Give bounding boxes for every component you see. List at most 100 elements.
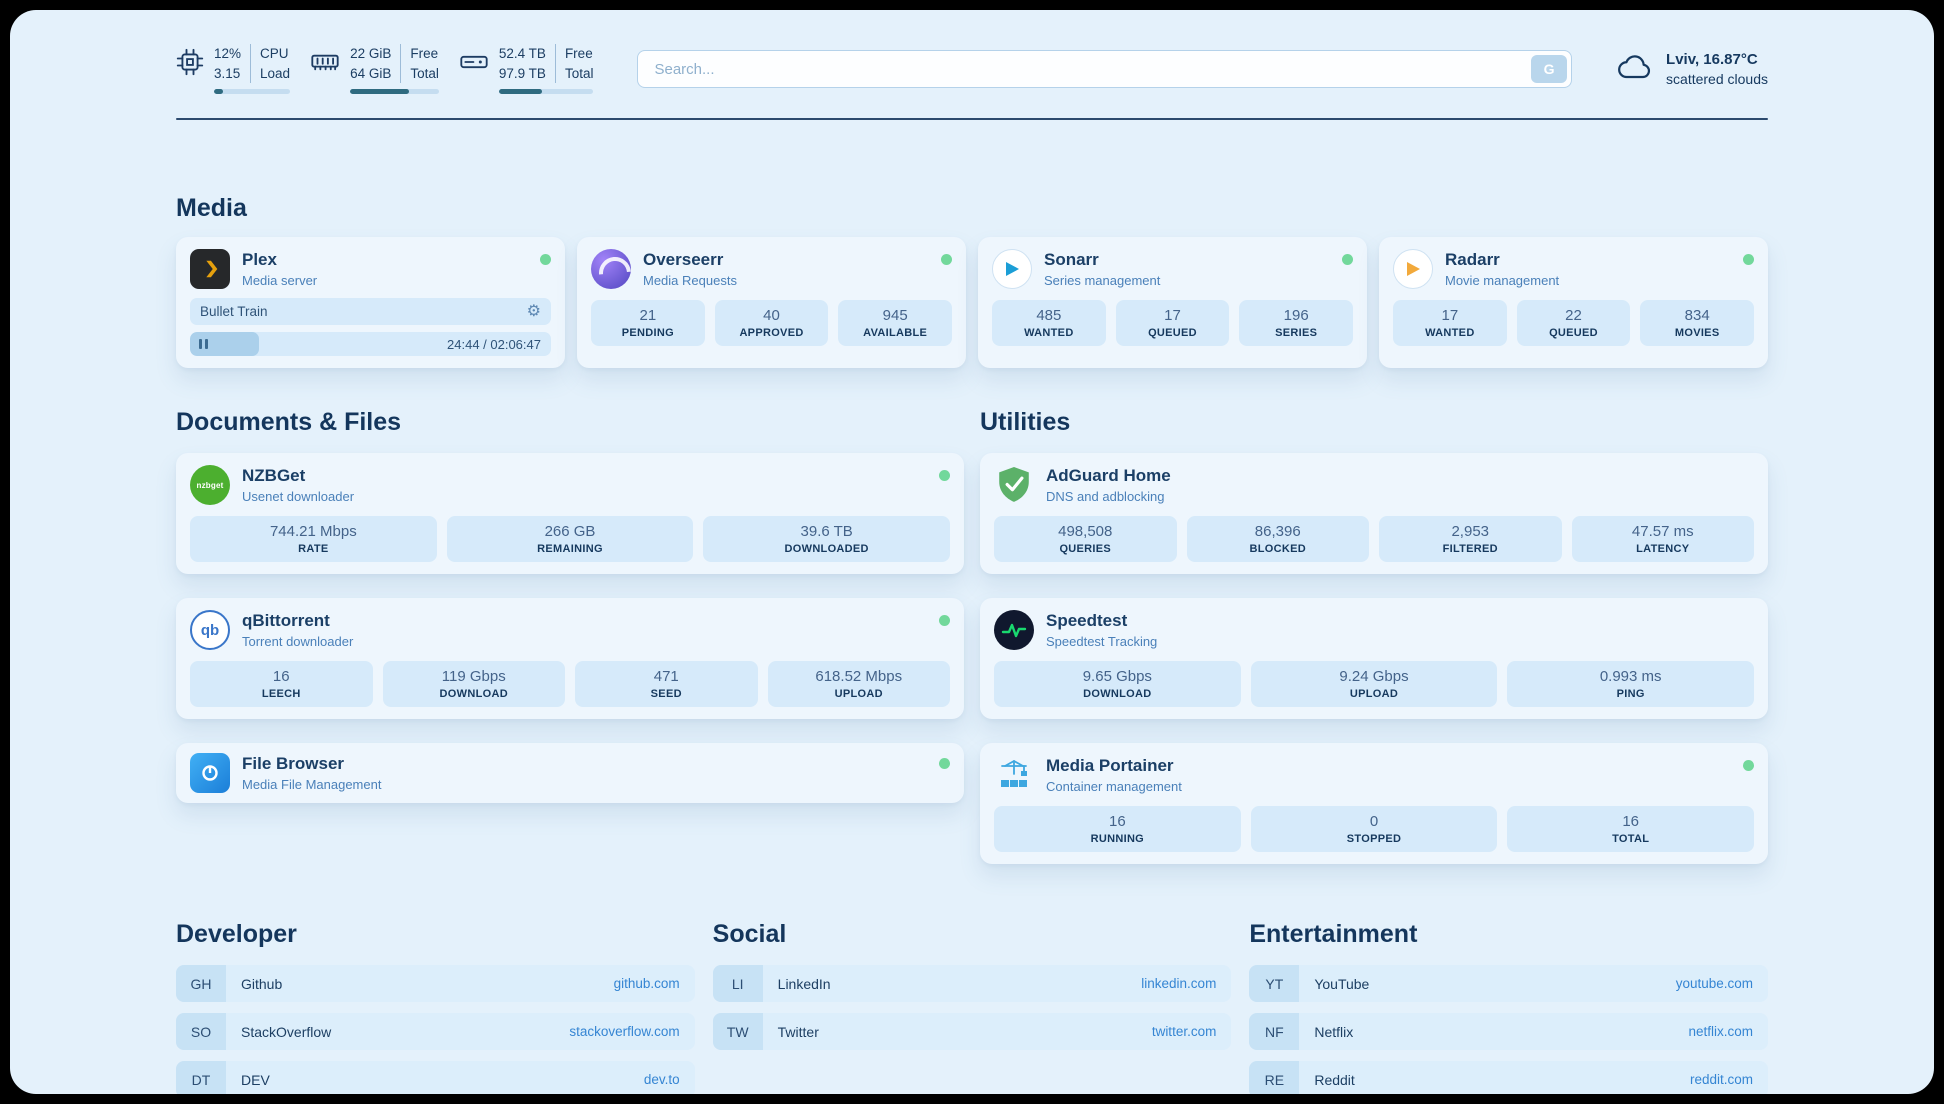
ram-free-label: Free (410, 46, 439, 61)
bookmark-name: LinkedIn (777, 975, 831, 992)
cloud-icon (1616, 52, 1654, 87)
cpu-stat-body: 12% 3.15 CPU Load (214, 44, 291, 95)
service-card-overseerr: Overseerr Media Requests 21 PENDING 40 A… (577, 237, 966, 369)
service-subtitle-radarr: Movie management (1445, 273, 1560, 289)
bookmark-github[interactable]: GH Github github.com (176, 965, 695, 1003)
pause-icon[interactable] (199, 339, 208, 350)
section-title-documents: Documents & Files (176, 408, 402, 437)
radarr-icon (1393, 249, 1433, 290)
stat-box: 16 TOTAL (1507, 806, 1755, 853)
memory-progressbar (350, 89, 439, 95)
disk-progress-fill (498, 89, 543, 95)
disk-stat: 52.4 TB 97.9 TB Free Total (459, 44, 594, 95)
gear-icon[interactable] (527, 304, 541, 320)
stat-box: 0 STOPPED (1250, 806, 1498, 853)
service-subtitle-overseerr: Media Requests (643, 273, 737, 289)
cpu-icon (176, 48, 204, 81)
sonarr-icon (992, 249, 1032, 290)
bookmark-url: linkedin.com (1141, 976, 1217, 992)
cpu-progress-fill (214, 89, 224, 95)
section-utilities: Utilities AdGuard Home DNS and adblockin… (980, 408, 1768, 865)
service-name-speedtest[interactable]: Speedtest (1046, 611, 1128, 631)
portainer-icon (994, 755, 1034, 795)
status-dot (540, 254, 551, 266)
cpu-load-label: Load (260, 65, 291, 81)
topbar-divider (176, 118, 1768, 121)
weather-location: Lviv, 16.87°C (1666, 51, 1758, 69)
bookmark-abbr: YT (1249, 965, 1300, 1003)
plex-icon (190, 249, 230, 290)
stat-box: 618.52 Mbps UPLOAD (767, 661, 950, 708)
stat-box: 47.57 ms LATENCY (1571, 516, 1754, 563)
disk-stat-body: 52.4 TB 97.9 TB Free Total (498, 44, 594, 95)
bookmark-stackoverflow[interactable]: SO StackOverflow stackoverflow.com (176, 1013, 695, 1051)
status-dot (1342, 254, 1353, 266)
section-media: Media Plex Media server Bullet Train (176, 194, 1768, 369)
search-input[interactable] (637, 50, 1573, 89)
qbittorrent-icon: qb (190, 610, 230, 651)
stat-box: 16 LEECH (190, 661, 373, 708)
service-name-adguard[interactable]: AdGuard Home (1046, 466, 1171, 486)
service-name-qbittorrent[interactable]: qBittorrent (242, 611, 330, 631)
bookmark-abbr: TW (712, 1013, 763, 1051)
service-card-adguard: AdGuard Home DNS and adblocking 498,508 … (980, 453, 1768, 575)
disk-progressbar (498, 89, 594, 95)
bookmark-dev[interactable]: DT DEV dev.to (176, 1061, 695, 1094)
topbar: 12% 3.15 CPU Load (176, 44, 1768, 95)
bookmark-url: netflix.com (1688, 1024, 1753, 1040)
bookmark-name: StackOverflow (241, 1023, 332, 1040)
service-subtitle-portainer: Container management (1046, 779, 1182, 795)
stat-box: 485 WANTED (992, 300, 1106, 347)
service-name-sonarr[interactable]: Sonarr (1044, 250, 1099, 270)
cpu-load-value: 3.15 (214, 65, 241, 81)
stat-box: 86,396 BLOCKED (1186, 516, 1369, 563)
stat-box: 17 WANTED (1393, 300, 1507, 347)
ram-free-value: 22 GiB (350, 46, 392, 61)
status-dot (939, 615, 950, 627)
bookmark-name: Netflix (1314, 1023, 1354, 1040)
service-subtitle-sonarr: Series management (1044, 273, 1161, 289)
service-card-sonarr: Sonarr Series management 485 WANTED 17 Q… (978, 237, 1367, 369)
stat-box: 119 Gbps DOWNLOAD (382, 661, 565, 708)
service-card-speedtest: Speedtest Speedtest Tracking 9.65 Gbps D… (980, 598, 1768, 720)
service-name-filebrowser[interactable]: File Browser (242, 754, 345, 774)
cpu-progressbar (214, 89, 291, 95)
bookmark-url: youtube.com (1675, 976, 1753, 992)
cpu-usage-label: CPU (260, 46, 289, 61)
section-title-utilities: Utilities (980, 408, 1071, 437)
search-provider-button[interactable]: G (1531, 55, 1568, 84)
service-subtitle-qbittorrent: Torrent downloader (242, 634, 354, 650)
bookmark-twitter[interactable]: TW Twitter twitter.com (712, 1013, 1232, 1051)
section-title-entertainment: Entertainment (1249, 920, 1418, 949)
memory-stat-body: 22 GiB 64 GiB Free Total (350, 44, 439, 95)
service-card-portainer: Media Portainer Container management 16 … (980, 743, 1768, 865)
bookmark-url: dev.to (643, 1072, 680, 1088)
service-name-plex[interactable]: Plex (242, 250, 277, 270)
bookmark-abbr: RE (1249, 1061, 1300, 1094)
bookmark-abbr: DT (176, 1061, 226, 1094)
disk-total-label: Total (564, 65, 594, 81)
stat-box: 39.6 TB DOWNLOADED (703, 516, 951, 563)
service-subtitle-plex: Media server (242, 273, 318, 289)
bookmark-reddit[interactable]: RE Reddit reddit.com (1249, 1061, 1768, 1094)
service-name-radarr[interactable]: Radarr (1445, 250, 1500, 270)
memory-progress-fill (350, 89, 409, 95)
bookmark-linkedin[interactable]: LI LinkedIn linkedin.com (712, 965, 1232, 1003)
weather-condition: scattered clouds (1666, 71, 1768, 88)
search-bar: G (637, 50, 1573, 89)
disk-total-value: 97.9 TB (498, 65, 546, 81)
media-grid: Plex Media server Bullet Train 24:44 / 0… (176, 237, 1768, 369)
stat-box: 16 RUNNING (994, 806, 1241, 853)
playback-progressbar[interactable]: 24:44 / 02:06:47 (190, 332, 551, 357)
service-name-overseerr[interactable]: Overseerr (643, 250, 724, 270)
bookmark-youtube[interactable]: YT YouTube youtube.com (1249, 965, 1768, 1003)
bookmark-netflix[interactable]: NF Netflix netflix.com (1249, 1013, 1768, 1051)
bookmark-name: YouTube (1314, 975, 1370, 992)
system-stats: 12% 3.15 CPU Load (176, 44, 594, 95)
service-name-portainer[interactable]: Media Portainer (1046, 756, 1174, 776)
stat-box: 471 SEED (575, 661, 758, 708)
stat-box: 266 GB REMAINING (446, 516, 694, 563)
stat-box: 40 APPROVED (714, 300, 829, 347)
service-name-nzbget[interactable]: NZBGet (242, 466, 306, 486)
bookmark-abbr: SO (176, 1013, 226, 1051)
